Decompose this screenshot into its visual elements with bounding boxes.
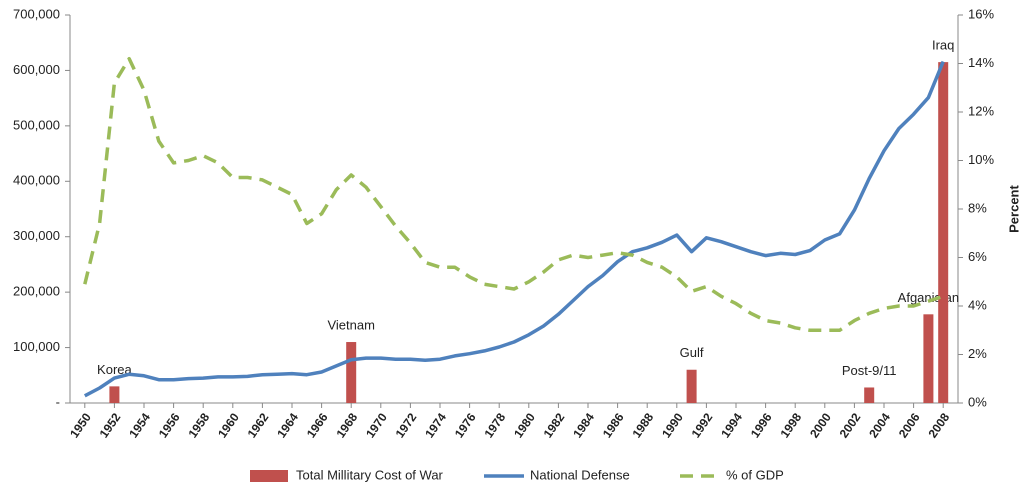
x-tick-label: 1956 bbox=[156, 410, 183, 440]
x-tick-label: 1964 bbox=[274, 410, 301, 440]
bar-label: Gulf bbox=[680, 345, 704, 360]
bar bbox=[686, 369, 697, 403]
y2-tick-label: 16% bbox=[968, 6, 994, 21]
x-tick-label: 1950 bbox=[67, 410, 94, 440]
y2-tick-label: 12% bbox=[968, 103, 994, 118]
bar bbox=[864, 387, 875, 403]
x-tick-label: 1966 bbox=[304, 410, 331, 440]
bar-label: Vietnam bbox=[327, 317, 374, 332]
x-tick-label: 2008 bbox=[925, 410, 952, 440]
x-tick-label: 1984 bbox=[570, 410, 597, 440]
x-tick-label: 1988 bbox=[629, 410, 656, 440]
y-tick-label: 100,000 bbox=[13, 339, 60, 354]
y-tick-label: 300,000 bbox=[13, 228, 60, 243]
x-tick-label: 2006 bbox=[896, 410, 923, 440]
bar bbox=[923, 314, 934, 403]
bar bbox=[938, 62, 949, 403]
bar-label: Iraq bbox=[932, 38, 954, 53]
x-tick-label: 1990 bbox=[659, 410, 686, 440]
legend-swatch bbox=[250, 470, 288, 482]
y-tick-label: 700,000 bbox=[13, 6, 60, 21]
x-tick-label: 1994 bbox=[718, 410, 745, 440]
x-tick-label: 2000 bbox=[807, 410, 834, 440]
x-tick-label: 2004 bbox=[866, 410, 893, 440]
bar bbox=[109, 386, 120, 403]
line bbox=[83, 60, 945, 398]
y-tick-label: 400,000 bbox=[13, 173, 60, 188]
x-tick-label: 2002 bbox=[837, 410, 864, 440]
y2-tick-label: 0% bbox=[968, 394, 987, 409]
x-tick-label: 1986 bbox=[600, 410, 627, 440]
x-tick-label: 1968 bbox=[333, 410, 360, 440]
x-tick-label: 1980 bbox=[511, 410, 538, 440]
x-tick-label: 1972 bbox=[393, 410, 420, 440]
x-tick-label: 1952 bbox=[97, 410, 124, 440]
y-tick-label: 600,000 bbox=[13, 62, 60, 77]
bar-label: Post-9/11 bbox=[842, 363, 897, 378]
y-tick-label: 500,000 bbox=[13, 117, 60, 132]
y2-tick-label: 8% bbox=[968, 200, 987, 215]
legend-label: % of GDP bbox=[726, 467, 784, 482]
x-tick-label: 1970 bbox=[363, 410, 390, 440]
x-tick-label: 1982 bbox=[541, 410, 568, 440]
legend-label: National Defense bbox=[530, 467, 630, 482]
x-tick-label: 1974 bbox=[422, 410, 449, 440]
y2-tick-label: 14% bbox=[968, 55, 994, 70]
x-tick-label: 1960 bbox=[215, 410, 242, 440]
x-tick-label: 1992 bbox=[689, 410, 716, 440]
x-tick-label: 1998 bbox=[777, 410, 804, 440]
x-tick-label: 1978 bbox=[481, 410, 508, 440]
y-tick-label: 200,000 bbox=[13, 284, 60, 299]
x-tick-label: 1962 bbox=[245, 410, 272, 440]
bar bbox=[346, 342, 357, 403]
y2-tick-label: 10% bbox=[968, 152, 994, 167]
x-tick-label: 1954 bbox=[126, 410, 153, 440]
x-tick-label: 1958 bbox=[185, 410, 212, 440]
y2-axis-title: Percent bbox=[1006, 184, 1021, 232]
x-tick-label: 1996 bbox=[748, 410, 775, 440]
y2-tick-label: 4% bbox=[968, 297, 987, 312]
x-tick-label: 1976 bbox=[452, 410, 479, 440]
bar-label: Korea bbox=[97, 362, 132, 377]
dashed-line bbox=[83, 56, 944, 333]
legend-label: Total Millitary Cost of War bbox=[296, 467, 444, 482]
y-tick-label: - bbox=[56, 394, 60, 409]
y2-tick-label: 6% bbox=[968, 249, 987, 264]
y2-tick-label: 2% bbox=[968, 346, 987, 361]
